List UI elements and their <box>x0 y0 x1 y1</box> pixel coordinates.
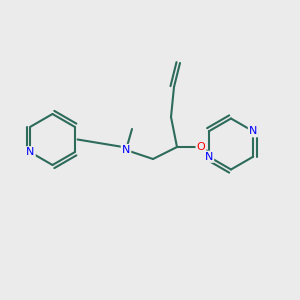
Text: N: N <box>26 147 34 157</box>
Text: O: O <box>196 142 206 152</box>
Text: N: N <box>205 152 213 162</box>
Text: N: N <box>249 126 257 136</box>
Text: N: N <box>122 145 130 155</box>
